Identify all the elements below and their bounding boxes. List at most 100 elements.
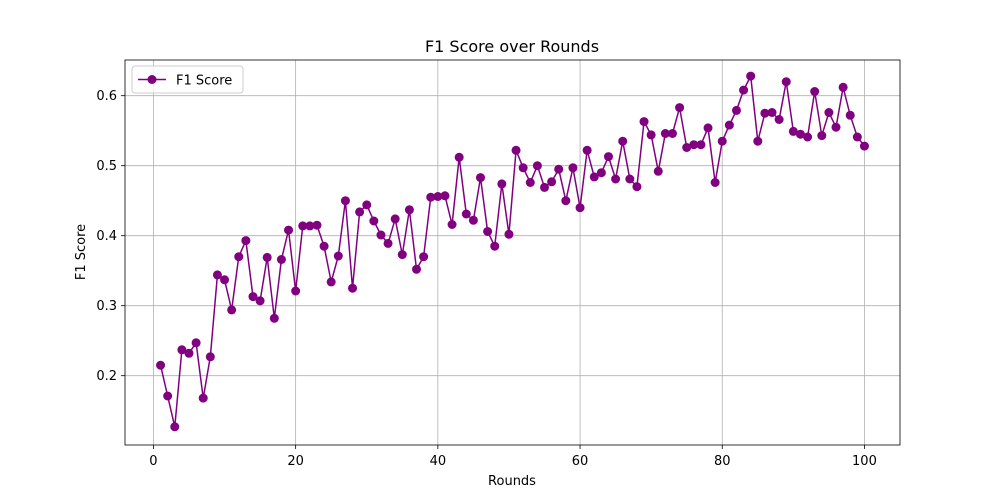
y-tick-label: 0.4 [96,229,117,244]
data-point [632,182,642,192]
data-point [781,77,791,87]
axis-ticks: 0 20 40 60 80 100 0.2 0.3 0.4 0.5 0.6 [96,89,877,469]
x-tick-label: 100 [852,454,877,469]
data-point [653,166,663,176]
data-point [163,391,173,401]
data-point [810,87,820,96]
y-tick-label: 0.2 [96,369,117,384]
data-point [504,229,514,239]
data-point [774,115,784,124]
data-point [845,110,855,120]
data-point [276,255,286,264]
x-tick-label: 60 [572,454,589,469]
x-tick-label: 80 [714,454,731,469]
data-point [760,108,770,118]
data-point [383,238,393,248]
data-point [461,209,471,219]
data-point [682,143,692,152]
data-point [212,270,222,280]
data-point [731,105,741,115]
data-point [362,200,372,210]
y-axis-label: F1 Score [74,224,89,280]
data-point [596,168,606,178]
data-point [625,174,635,184]
y-tick-label: 0.6 [96,89,117,104]
data-point [547,177,557,187]
data-point [426,192,436,202]
data-point [440,191,450,201]
data-point [667,129,677,138]
legend-label-f1-score: F1 Score [176,74,232,89]
data-point [412,264,422,274]
data-point [703,123,713,133]
data-point [532,161,542,171]
x-tick-label: 0 [149,454,157,469]
data-point [717,136,727,146]
data-point [468,215,478,225]
data-point [589,172,599,182]
data-point [241,236,251,246]
legend-marker-swatch [147,75,157,84]
data-point [404,205,414,215]
data-point [568,163,578,173]
data-point [319,241,329,251]
data-point [525,178,535,187]
x-tick-label: 20 [287,454,304,469]
y-tick-label: 0.3 [96,299,117,314]
data-point [255,296,265,306]
data-point [803,132,813,142]
x-axis-label: Rounds [488,474,536,489]
data-point [369,216,379,226]
data-point [397,250,407,260]
data-point [298,221,308,231]
data-point [511,145,521,155]
data-point [376,230,386,240]
data-point [646,130,656,140]
data-point [476,173,486,183]
data-point [852,132,862,142]
data-point [838,82,848,92]
data-point [689,140,699,150]
data-point [824,108,834,117]
data-point [227,305,237,315]
data-point [198,393,208,403]
data-point [262,252,272,262]
legend: F1 Score [131,65,244,94]
data-point [454,152,464,162]
data-point [561,196,571,206]
data-point [184,348,194,358]
x-tick-label: 40 [430,454,447,469]
data-point [269,313,279,323]
data-point [618,136,628,146]
data-point [582,145,592,155]
data-point [746,71,756,81]
data-point [696,140,706,150]
data-point [539,182,549,192]
data-point [639,117,649,127]
data-point [312,220,322,230]
data-point [675,103,685,113]
series-layer [156,71,869,432]
data-point [660,129,670,138]
data-point [817,131,827,141]
grid-lines [125,60,900,445]
data-point [291,286,301,296]
data-point [177,345,187,355]
data-point [788,126,798,136]
data-point [795,129,805,139]
data-point [170,422,180,432]
data-point [447,220,457,229]
data-point [191,338,201,348]
data-point [483,227,493,236]
data-point [767,108,777,117]
data-point [603,152,613,162]
data-point [490,241,500,251]
series-line-f1-score [159,75,866,428]
data-point [390,214,400,224]
data-point [575,203,585,213]
data-point [710,178,720,187]
data-point [340,196,350,206]
data-point [859,141,869,151]
